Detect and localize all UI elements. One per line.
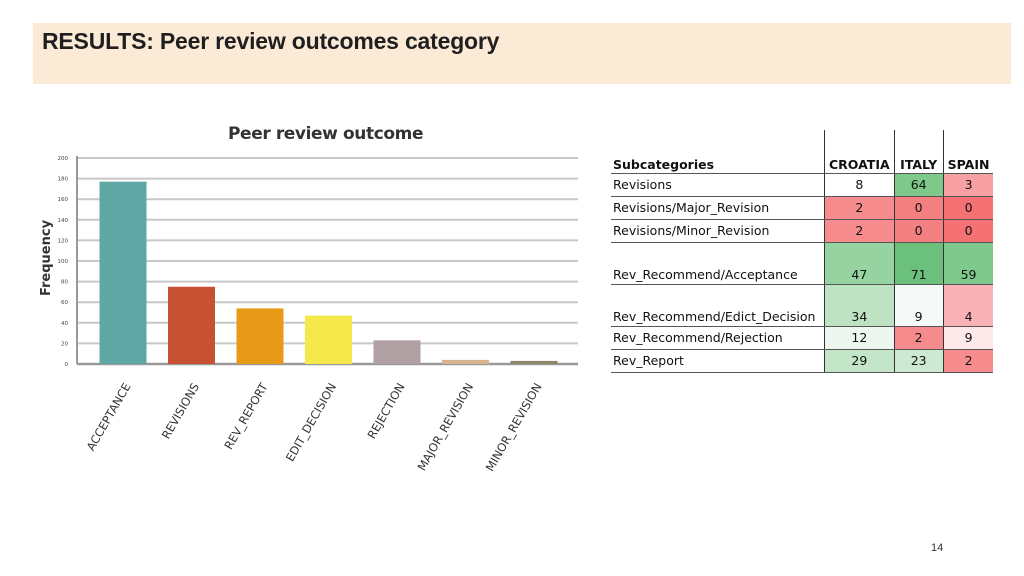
row-label: Rev_Recommend/Rejection	[611, 326, 825, 350]
bar-revisions	[168, 286, 215, 364]
x-tick-label: ACCEPTANCE	[84, 381, 134, 454]
table-row: Revisions/Major_Revision 2 0 0	[611, 196, 994, 220]
table-cell: 71	[893, 242, 944, 285]
y-tick-label: 180	[58, 177, 69, 183]
table-cell: 2	[893, 326, 944, 350]
bar-edit-decision	[305, 315, 352, 364]
bar-rev-report	[236, 308, 284, 364]
title-bar: RESULTS: Peer review outcomes category	[33, 23, 1011, 84]
x-tick-label: EDIT_DECISION	[283, 381, 339, 464]
table-row: Revisions 8 64 3	[611, 173, 994, 197]
y-tick-label: 80	[61, 280, 68, 286]
bar-rejection	[373, 340, 421, 364]
country-table: Subcategories CROATIA ITALY SPAIN Revisi…	[611, 130, 994, 373]
table-cell: 9	[893, 284, 944, 327]
table-cell: 59	[942, 242, 994, 285]
x-tick-label: REV_REPORT	[221, 380, 271, 452]
table-cell: 9	[942, 326, 994, 350]
y-tick-label: 0	[65, 362, 69, 368]
table-cell: 8	[824, 173, 895, 197]
y-tick-label: 20	[61, 341, 68, 347]
row-label: Revisions/Major_Revision	[611, 196, 825, 220]
header-subcategories: Subcategories	[611, 130, 825, 174]
chart-title: Peer review outcome	[228, 124, 424, 144]
table-row: Rev_Recommend/Acceptance 47 71 59	[611, 242, 994, 285]
table-cell: 64	[893, 173, 944, 197]
table-header-row: Subcategories CROATIA ITALY SPAIN	[611, 130, 994, 174]
y-tick-label: 100	[58, 259, 69, 265]
table-cell: 0	[942, 196, 994, 220]
header-croatia: CROATIA	[824, 130, 895, 174]
slide-title: RESULTS: Peer review outcomes category	[42, 28, 500, 54]
row-label: Rev_Recommend/Acceptance	[611, 242, 825, 285]
table-cell: 2	[824, 196, 895, 220]
table-row: Rev_Report 29 23 2	[611, 349, 994, 373]
table-cell: 47	[824, 242, 895, 285]
y-tick-label: 120	[58, 238, 69, 244]
x-tick-label: MAJOR_REVISION	[415, 381, 477, 474]
y-tick-label: 140	[58, 218, 69, 224]
y-tick-label: 200	[58, 156, 69, 162]
y-axis-label: Frequency	[39, 219, 54, 296]
y-tick-label: 60	[61, 300, 68, 306]
x-tick-label: REJECTION	[364, 381, 407, 442]
row-label: Revisions/Minor_Revision	[611, 219, 825, 243]
table-row: Rev_Recommend/Rejection 12 2 9	[611, 326, 994, 350]
table-cell: 12	[824, 326, 895, 350]
page-number: 14	[931, 542, 944, 554]
table-cell: 23	[893, 349, 944, 373]
table-cell: 34	[824, 284, 895, 327]
table-cell: 2	[824, 219, 895, 243]
table-cell: 2	[942, 349, 994, 373]
header-spain: SPAIN	[942, 130, 994, 174]
x-tick-label: MINOR_REVISION	[483, 381, 545, 474]
row-label: Revisions	[611, 173, 825, 197]
row-label: Rev_Report	[611, 349, 825, 373]
header-italy: ITALY	[893, 130, 944, 174]
table-cell: 0	[893, 219, 944, 243]
table-cell: 0	[893, 196, 944, 220]
y-tick-label: 40	[61, 321, 68, 327]
y-tick-label: 160	[58, 197, 69, 203]
table-cell: 3	[942, 173, 994, 197]
bar-acceptance	[99, 181, 147, 364]
table-row: Revisions/Minor_Revision 2 0 0	[611, 219, 994, 243]
table-cell: 4	[942, 284, 994, 327]
x-tick-label: REVISIONS	[159, 381, 202, 442]
bar-major-revision	[442, 359, 489, 364]
table-cell: 29	[824, 349, 895, 373]
bar-minor-revision	[510, 360, 558, 364]
table-row: Rev_Recommend/Edict_Decision 34 9 4	[611, 284, 994, 327]
row-label: Rev_Recommend/Edict_Decision	[611, 284, 825, 327]
table-cell: 0	[942, 219, 994, 243]
